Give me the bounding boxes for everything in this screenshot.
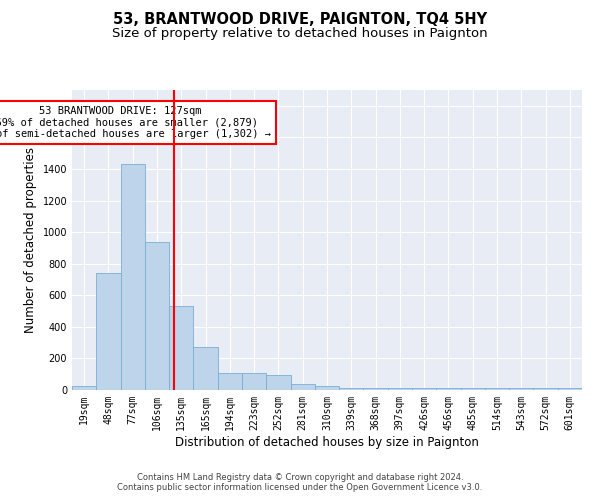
Bar (412, 388, 436, 390)
Bar (364, 388, 388, 390)
Bar (388, 388, 412, 390)
Bar (315, 386, 339, 390)
Bar (169, 306, 193, 390)
Text: Size of property relative to detached houses in Paignton: Size of property relative to detached ho… (112, 28, 488, 40)
Bar (266, 375, 290, 390)
Bar (533, 388, 558, 390)
Bar (339, 388, 364, 390)
Bar (193, 348, 218, 390)
Bar (509, 388, 533, 390)
Bar (485, 388, 509, 390)
Bar (218, 372, 242, 390)
Bar (290, 384, 315, 390)
Bar (72, 386, 96, 390)
X-axis label: Distribution of detached houses by size in Paignton: Distribution of detached houses by size … (175, 436, 479, 448)
Y-axis label: Number of detached properties: Number of detached properties (24, 147, 37, 333)
Text: Contains HM Land Registry data © Crown copyright and database right 2024.
Contai: Contains HM Land Registry data © Crown c… (118, 473, 482, 492)
Bar (242, 372, 266, 390)
Text: 53 BRANTWOOD DRIVE: 127sqm
← 69% of detached houses are smaller (2,879)
31% of s: 53 BRANTWOOD DRIVE: 127sqm ← 69% of deta… (0, 106, 271, 139)
Bar (558, 388, 582, 390)
Bar (96, 273, 121, 390)
Bar (461, 388, 485, 390)
Bar (145, 242, 169, 390)
Text: 53, BRANTWOOD DRIVE, PAIGNTON, TQ4 5HY: 53, BRANTWOOD DRIVE, PAIGNTON, TQ4 5HY (113, 12, 487, 28)
Bar (436, 388, 461, 390)
Bar (121, 164, 145, 390)
